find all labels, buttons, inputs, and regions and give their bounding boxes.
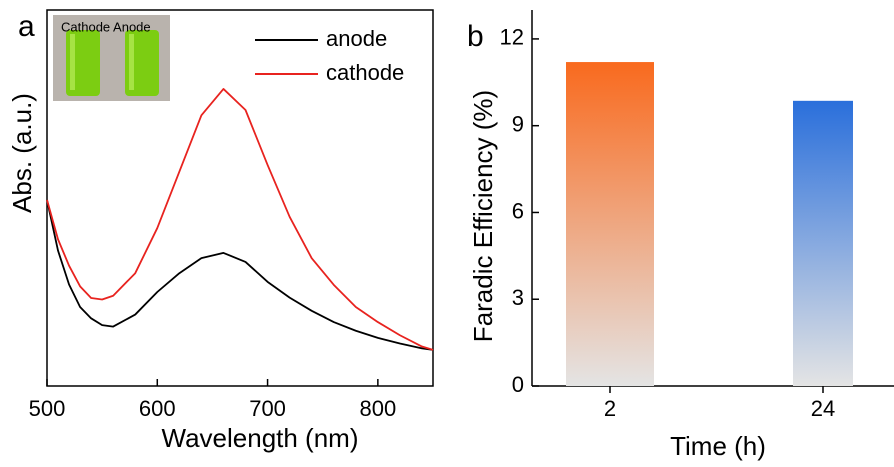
data-line bbox=[46, 199, 434, 351]
legend-label: cathode bbox=[326, 60, 404, 85]
vial-glare bbox=[70, 34, 75, 90]
inset-label: Cathode Anode bbox=[61, 19, 151, 34]
x-axis-label: Time (h) bbox=[670, 431, 766, 461]
x-tick-label: 800 bbox=[359, 396, 396, 421]
y-tick-label: 6 bbox=[512, 198, 524, 223]
y-axis-label: Faradic Efficiency (%) bbox=[468, 90, 498, 342]
panel-label: b bbox=[467, 20, 484, 53]
y-axis-label: Abs. (a.u.) bbox=[7, 93, 37, 213]
x-tick-label: 700 bbox=[249, 396, 286, 421]
data-line bbox=[46, 88, 434, 351]
x-tick-label: 2 bbox=[604, 396, 616, 421]
legend-label: anode bbox=[326, 26, 387, 51]
x-axis-label: Wavelength (nm) bbox=[162, 423, 359, 453]
y-tick-label: 12 bbox=[500, 25, 524, 50]
y-tick-label: 9 bbox=[512, 112, 524, 137]
plot-frame bbox=[46, 9, 434, 387]
y-tick-label: 0 bbox=[512, 372, 524, 397]
bar bbox=[793, 100, 853, 387]
bar bbox=[566, 62, 654, 387]
vial-glare bbox=[129, 34, 134, 90]
x-tick-label: 600 bbox=[139, 396, 176, 421]
x-tick-label: 24 bbox=[811, 396, 835, 421]
y-tick-label: 3 bbox=[512, 285, 524, 310]
panel-label: a bbox=[18, 10, 35, 43]
x-tick-label: 500 bbox=[29, 396, 66, 421]
